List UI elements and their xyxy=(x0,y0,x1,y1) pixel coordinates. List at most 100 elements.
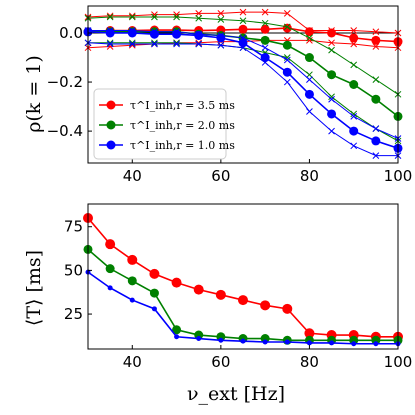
legend-label: τ^I_inh,r = 2.0 ms xyxy=(130,119,235,132)
data-point xyxy=(194,30,204,40)
x-point xyxy=(151,40,158,48)
x-point xyxy=(372,76,380,83)
x-tick-label: 100 xyxy=(384,353,413,371)
x-point xyxy=(106,39,114,47)
x-point xyxy=(306,108,313,115)
plot-frame xyxy=(87,203,399,350)
x-point xyxy=(239,34,247,42)
x-tick-label: 100 xyxy=(384,167,413,185)
y-tick-label: 0.0 xyxy=(59,24,83,42)
x-point xyxy=(217,41,225,49)
x-point xyxy=(128,12,136,20)
x-point xyxy=(128,39,136,47)
data-point xyxy=(282,67,292,77)
x-point xyxy=(217,16,225,23)
bottom-panel: 40 60 80 100 25 50 75 xyxy=(64,203,413,371)
data-point xyxy=(282,303,293,314)
top-y-axis-label: ρ(k = 1) xyxy=(23,55,45,133)
data-point xyxy=(371,335,381,345)
x-point xyxy=(306,71,313,79)
data-point xyxy=(218,337,224,343)
x-point xyxy=(328,39,335,47)
x-point xyxy=(283,78,291,86)
data-point xyxy=(373,341,379,347)
data-point xyxy=(193,284,204,295)
top-y-label-text: ρ(k = 1) xyxy=(23,55,45,133)
x-point xyxy=(239,44,247,52)
data-point xyxy=(127,276,137,286)
data-point xyxy=(371,35,381,45)
x-tick-label: 40 xyxy=(123,167,142,185)
y-tick-label: 50 xyxy=(64,261,83,279)
x-point xyxy=(283,23,291,31)
series-1 xyxy=(84,8,402,37)
legend-marker xyxy=(106,120,116,130)
x-point xyxy=(328,127,335,135)
x-point xyxy=(328,27,335,34)
data-point xyxy=(129,297,135,303)
data-point xyxy=(304,89,314,99)
x-point xyxy=(283,56,291,64)
data-point xyxy=(107,285,113,291)
x-point xyxy=(306,36,313,44)
x-tick-label: 60 xyxy=(211,353,230,371)
x-point xyxy=(350,27,358,34)
x-point xyxy=(306,76,313,83)
x-tick-label: 80 xyxy=(300,353,319,371)
data-point xyxy=(238,24,248,34)
x-point xyxy=(151,13,158,21)
x-point xyxy=(306,27,313,34)
x-point xyxy=(106,27,114,34)
x-point xyxy=(217,10,225,17)
data-point xyxy=(306,340,312,346)
data-point xyxy=(349,33,359,43)
data-point xyxy=(172,325,182,335)
legend-box xyxy=(93,88,227,160)
legend-marker xyxy=(106,100,116,110)
x-point xyxy=(239,8,247,16)
y-tick-label: −0.2 xyxy=(47,73,83,91)
data-point xyxy=(260,334,270,344)
x-point xyxy=(261,8,269,16)
data-point xyxy=(260,35,270,45)
data-point xyxy=(127,254,138,265)
data-point xyxy=(304,328,315,339)
data-point xyxy=(282,40,292,50)
data-point xyxy=(329,340,335,346)
data-point xyxy=(151,306,157,312)
x-point xyxy=(217,32,225,39)
x-point xyxy=(239,17,247,25)
series-1 xyxy=(83,244,403,345)
legend-label: τ^I_inh,r = 3.5 ms xyxy=(130,99,235,112)
x-point xyxy=(173,13,180,21)
y-tick-label: 75 xyxy=(64,218,83,236)
data-point xyxy=(216,332,226,342)
x-point xyxy=(195,39,203,47)
data-point xyxy=(174,334,180,340)
data-point xyxy=(260,300,271,311)
series-4 xyxy=(84,13,402,98)
data-point xyxy=(238,295,248,306)
data-point xyxy=(149,268,160,279)
x-point xyxy=(106,40,114,48)
x-point xyxy=(328,46,335,54)
data-point xyxy=(371,94,381,104)
x-tick-label: 80 xyxy=(300,167,319,185)
x-point xyxy=(283,10,291,17)
data-point xyxy=(284,339,290,345)
bottom-y-label-text: ⟨T⟩ [ms] xyxy=(23,250,45,326)
x-point xyxy=(151,39,158,47)
data-point xyxy=(371,136,381,146)
x-point xyxy=(106,13,114,21)
x-tick-label: 40 xyxy=(123,353,142,371)
bottom-x-axis-label: ν_ext [Hz] xyxy=(187,383,285,405)
x-point xyxy=(195,30,203,38)
bottom-y-axis-label: ⟨T⟩ [ms] xyxy=(23,250,45,326)
x-point xyxy=(128,40,136,48)
data-point xyxy=(282,23,292,33)
data-point xyxy=(196,336,202,342)
x-point xyxy=(350,61,358,69)
data-point xyxy=(327,70,337,80)
data-point xyxy=(149,288,159,298)
